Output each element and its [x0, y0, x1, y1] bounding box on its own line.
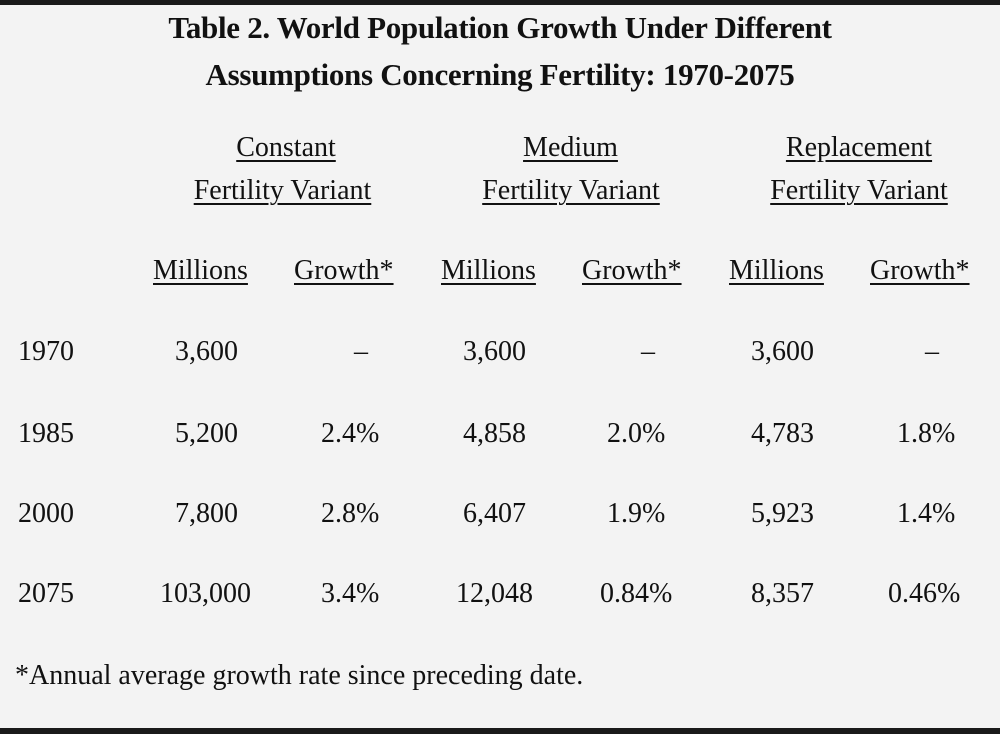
table-title-line-1: Table 2. World Population Growth Under D… [168, 10, 832, 45]
group-medium-line1: Medium [523, 132, 618, 163]
cell-replacement-growth: 1.4% [897, 498, 956, 529]
group-constant-line2: Fertility Variant [193, 175, 372, 206]
column-header-medium-growth: Growth* [582, 255, 682, 286]
column-header-replacement-growth: Growth* [870, 255, 970, 286]
cell-replacement-growth: – [925, 336, 939, 367]
cell-constant-growth: 2.4% [321, 418, 380, 449]
top-border [0, 0, 1000, 5]
group-constant-line1: Constant [236, 132, 336, 163]
cell-constant-millions: 103,000 [160, 578, 251, 609]
cell-replacement-growth: 1.8% [897, 418, 956, 449]
group-medium-line2: Fertility Variant [482, 175, 660, 206]
cell-constant-millions: 7,800 [175, 498, 238, 529]
column-header-medium-millions: Millions [441, 255, 536, 286]
group-replacement-line1: Replacement [785, 132, 933, 163]
row-year: 1970 [18, 336, 74, 367]
bottom-border [0, 728, 1000, 734]
column-header-replacement-millions: Millions [729, 255, 824, 286]
column-header-constant-growth: Growth* [294, 255, 394, 286]
table-title-line-2: Assumptions Concerning Fertility: 1970-2… [205, 57, 795, 92]
cell-medium-millions: 3,600 [463, 336, 526, 367]
group-replacement-line2: Fertility Variant [770, 175, 948, 206]
cell-replacement-millions: 3,600 [751, 336, 814, 367]
cell-constant-growth: – [354, 336, 368, 367]
column-header-constant-millions: Millions [153, 255, 248, 286]
cell-constant-millions: 3,600 [175, 336, 238, 367]
cell-replacement-millions: 4,783 [751, 418, 814, 449]
footnote: *Annual average growth rate since preced… [15, 660, 584, 691]
row-year: 2000 [18, 498, 74, 529]
cell-medium-millions: 6,407 [463, 498, 526, 529]
cell-medium-growth: 1.9% [607, 498, 666, 529]
cell-constant-growth: 2.8% [321, 498, 380, 529]
cell-medium-growth: – [641, 336, 655, 367]
cell-medium-growth: 0.84% [600, 578, 673, 609]
cell-medium-millions: 4,858 [463, 418, 526, 449]
cell-medium-growth: 2.0% [607, 418, 666, 449]
cell-constant-millions: 5,200 [175, 418, 238, 449]
cell-replacement-millions: 8,357 [751, 578, 814, 609]
cell-constant-growth: 3.4% [321, 578, 380, 609]
row-year: 1985 [18, 418, 74, 449]
row-year: 2075 [18, 578, 74, 609]
cell-replacement-millions: 5,923 [751, 498, 814, 529]
cell-medium-millions: 12,048 [456, 578, 533, 609]
cell-replacement-growth: 0.46% [888, 578, 961, 609]
